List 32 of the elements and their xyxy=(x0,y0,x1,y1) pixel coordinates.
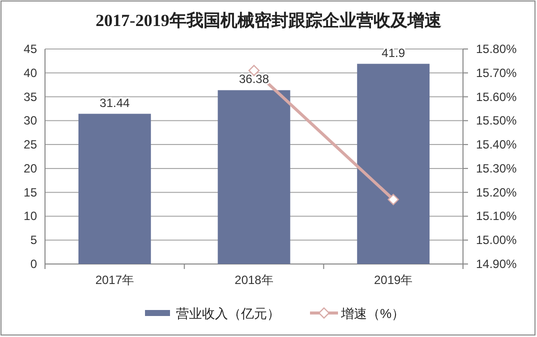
y-tick-label: 45 xyxy=(24,42,38,56)
y2-tick-label: 15.00% xyxy=(476,233,518,248)
y-tick-label: 35 xyxy=(24,90,38,104)
y2-tick-label: 15.10% xyxy=(476,209,518,224)
y-tick-label: 40 xyxy=(24,66,38,80)
legend-label: 营业收入（亿元） xyxy=(176,306,280,321)
x-tick-label: 2018年 xyxy=(234,273,274,287)
y-tick-label: 15 xyxy=(24,185,38,200)
y-tick-label: 25 xyxy=(24,138,38,152)
bar xyxy=(357,64,430,264)
y-tick-label: 0 xyxy=(30,257,38,271)
legend-label: 增速（%） xyxy=(340,306,405,321)
x-tick-label: 2017年 xyxy=(95,273,134,287)
y-tick-label: 20 xyxy=(24,161,38,176)
y2-tick-label: 14.90% xyxy=(476,257,518,271)
y2-tick-label: 15.70% xyxy=(476,66,518,80)
data-label: 31.44 xyxy=(100,96,130,110)
y2-tick-label: 15.20% xyxy=(476,185,518,200)
y-tick-label: 5 xyxy=(30,233,38,248)
y2-tick-label: 15.30% xyxy=(476,161,518,176)
y2-tick-label: 15.50% xyxy=(476,114,518,128)
bar xyxy=(78,114,151,264)
data-label: 36.38 xyxy=(238,72,270,86)
chart-title: 2017-2019年我国机械密封跟踪企业营收及增速 xyxy=(96,11,442,30)
y-tick-label: 10 xyxy=(24,209,38,224)
y2-tick-label: 15.60% xyxy=(476,90,518,104)
y2-tick-label: 15.40% xyxy=(476,138,518,152)
y2-tick-label: 15.80% xyxy=(476,42,518,56)
bar xyxy=(218,90,290,264)
y-tick-label: 30 xyxy=(24,114,38,128)
x-tick-label: 2019年 xyxy=(374,273,413,287)
data-label: 41.9 xyxy=(382,46,406,60)
